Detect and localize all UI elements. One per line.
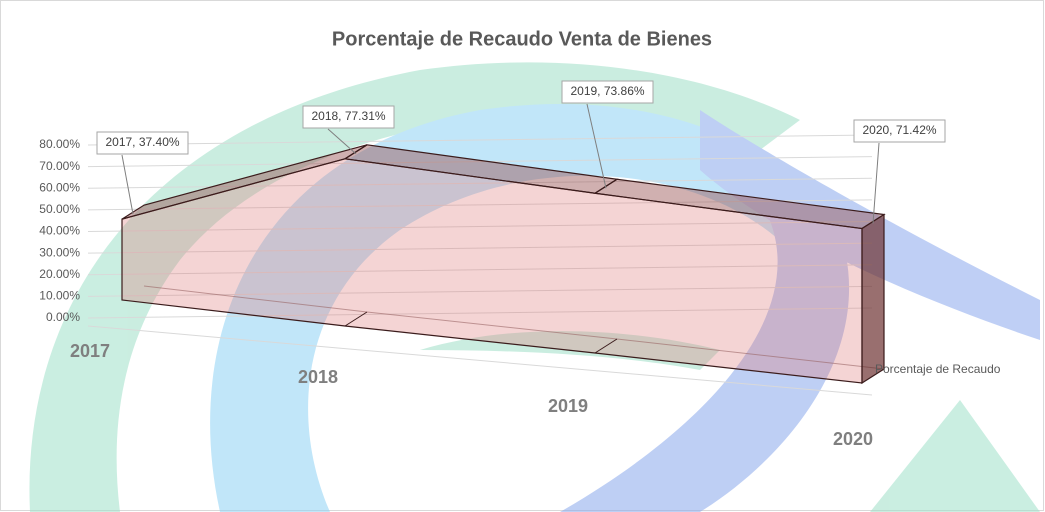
y-tick-label: 50.00% xyxy=(39,202,80,216)
x-tick-label: 2018 xyxy=(298,367,338,387)
y-tick-label: 70.00% xyxy=(39,159,80,173)
series-axis-label: Porcentaje de Recaudo xyxy=(875,362,1001,376)
data-label: 2018, 77.31% xyxy=(311,109,385,123)
area-side-face xyxy=(862,215,884,383)
y-tick-label: 20.00% xyxy=(39,267,80,281)
y-tick-label: 10.00% xyxy=(39,289,80,303)
x-tick-label: 2020 xyxy=(833,429,873,449)
chart: Porcentaje de Recaudo Venta de Bienes 0.… xyxy=(0,0,1045,512)
y-tick-label: 0.00% xyxy=(46,310,80,324)
y-tick-label: 40.00% xyxy=(39,224,80,238)
y-tick-label: 30.00% xyxy=(39,245,80,259)
chart-title: Porcentaje de Recaudo Venta de Bienes xyxy=(332,28,712,50)
x-tick-label: 2017 xyxy=(70,341,110,361)
x-tick-label: 2019 xyxy=(548,396,588,416)
y-tick-label: 80.00% xyxy=(39,137,80,151)
data-label: 2020, 71.42% xyxy=(862,123,936,137)
y-tick-label: 60.00% xyxy=(39,180,80,194)
data-label: 2017, 37.40% xyxy=(105,135,179,149)
data-label: 2019, 73.86% xyxy=(570,84,644,98)
